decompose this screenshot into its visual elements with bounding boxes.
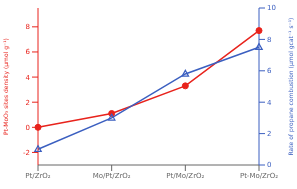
- svg-text:10: 10: [267, 4, 276, 12]
- svg-text:Pt-MoO₃ sites density (μmol g⁻: Pt-MoO₃ sites density (μmol g⁻¹): [8, 38, 10, 135]
- svg-text:2: 2: [26, 99, 30, 107]
- svg-text:Pt-Mo/ZrO₂: Pt-Mo/ZrO₂: [240, 172, 278, 180]
- svg-text:8: 8: [26, 23, 30, 31]
- svg-text:8: 8: [267, 36, 271, 44]
- svg-text:Rate of propane combustion (μm: Rate of propane combustion (μmol gcat⁻¹ …: [287, 18, 289, 156]
- svg-text:-2: -2: [23, 149, 30, 157]
- svg-text:Pt/ZrO₂: Pt/ZrO₂: [25, 172, 51, 180]
- svg-text:4: 4: [26, 74, 31, 82]
- svg-text:0: 0: [26, 124, 30, 132]
- svg-text:0: 0: [267, 161, 271, 169]
- svg-text:4: 4: [267, 99, 272, 107]
- svg-text:2: 2: [267, 130, 271, 138]
- svg-text:Mo/Pt/ZrO₂: Mo/Pt/ZrO₂: [93, 172, 131, 180]
- svg-text:6: 6: [267, 67, 272, 75]
- svg-text:6: 6: [26, 48, 31, 56]
- svg-text:Pt/Mo/ZrO₂: Pt/Mo/ZrO₂: [166, 172, 204, 180]
